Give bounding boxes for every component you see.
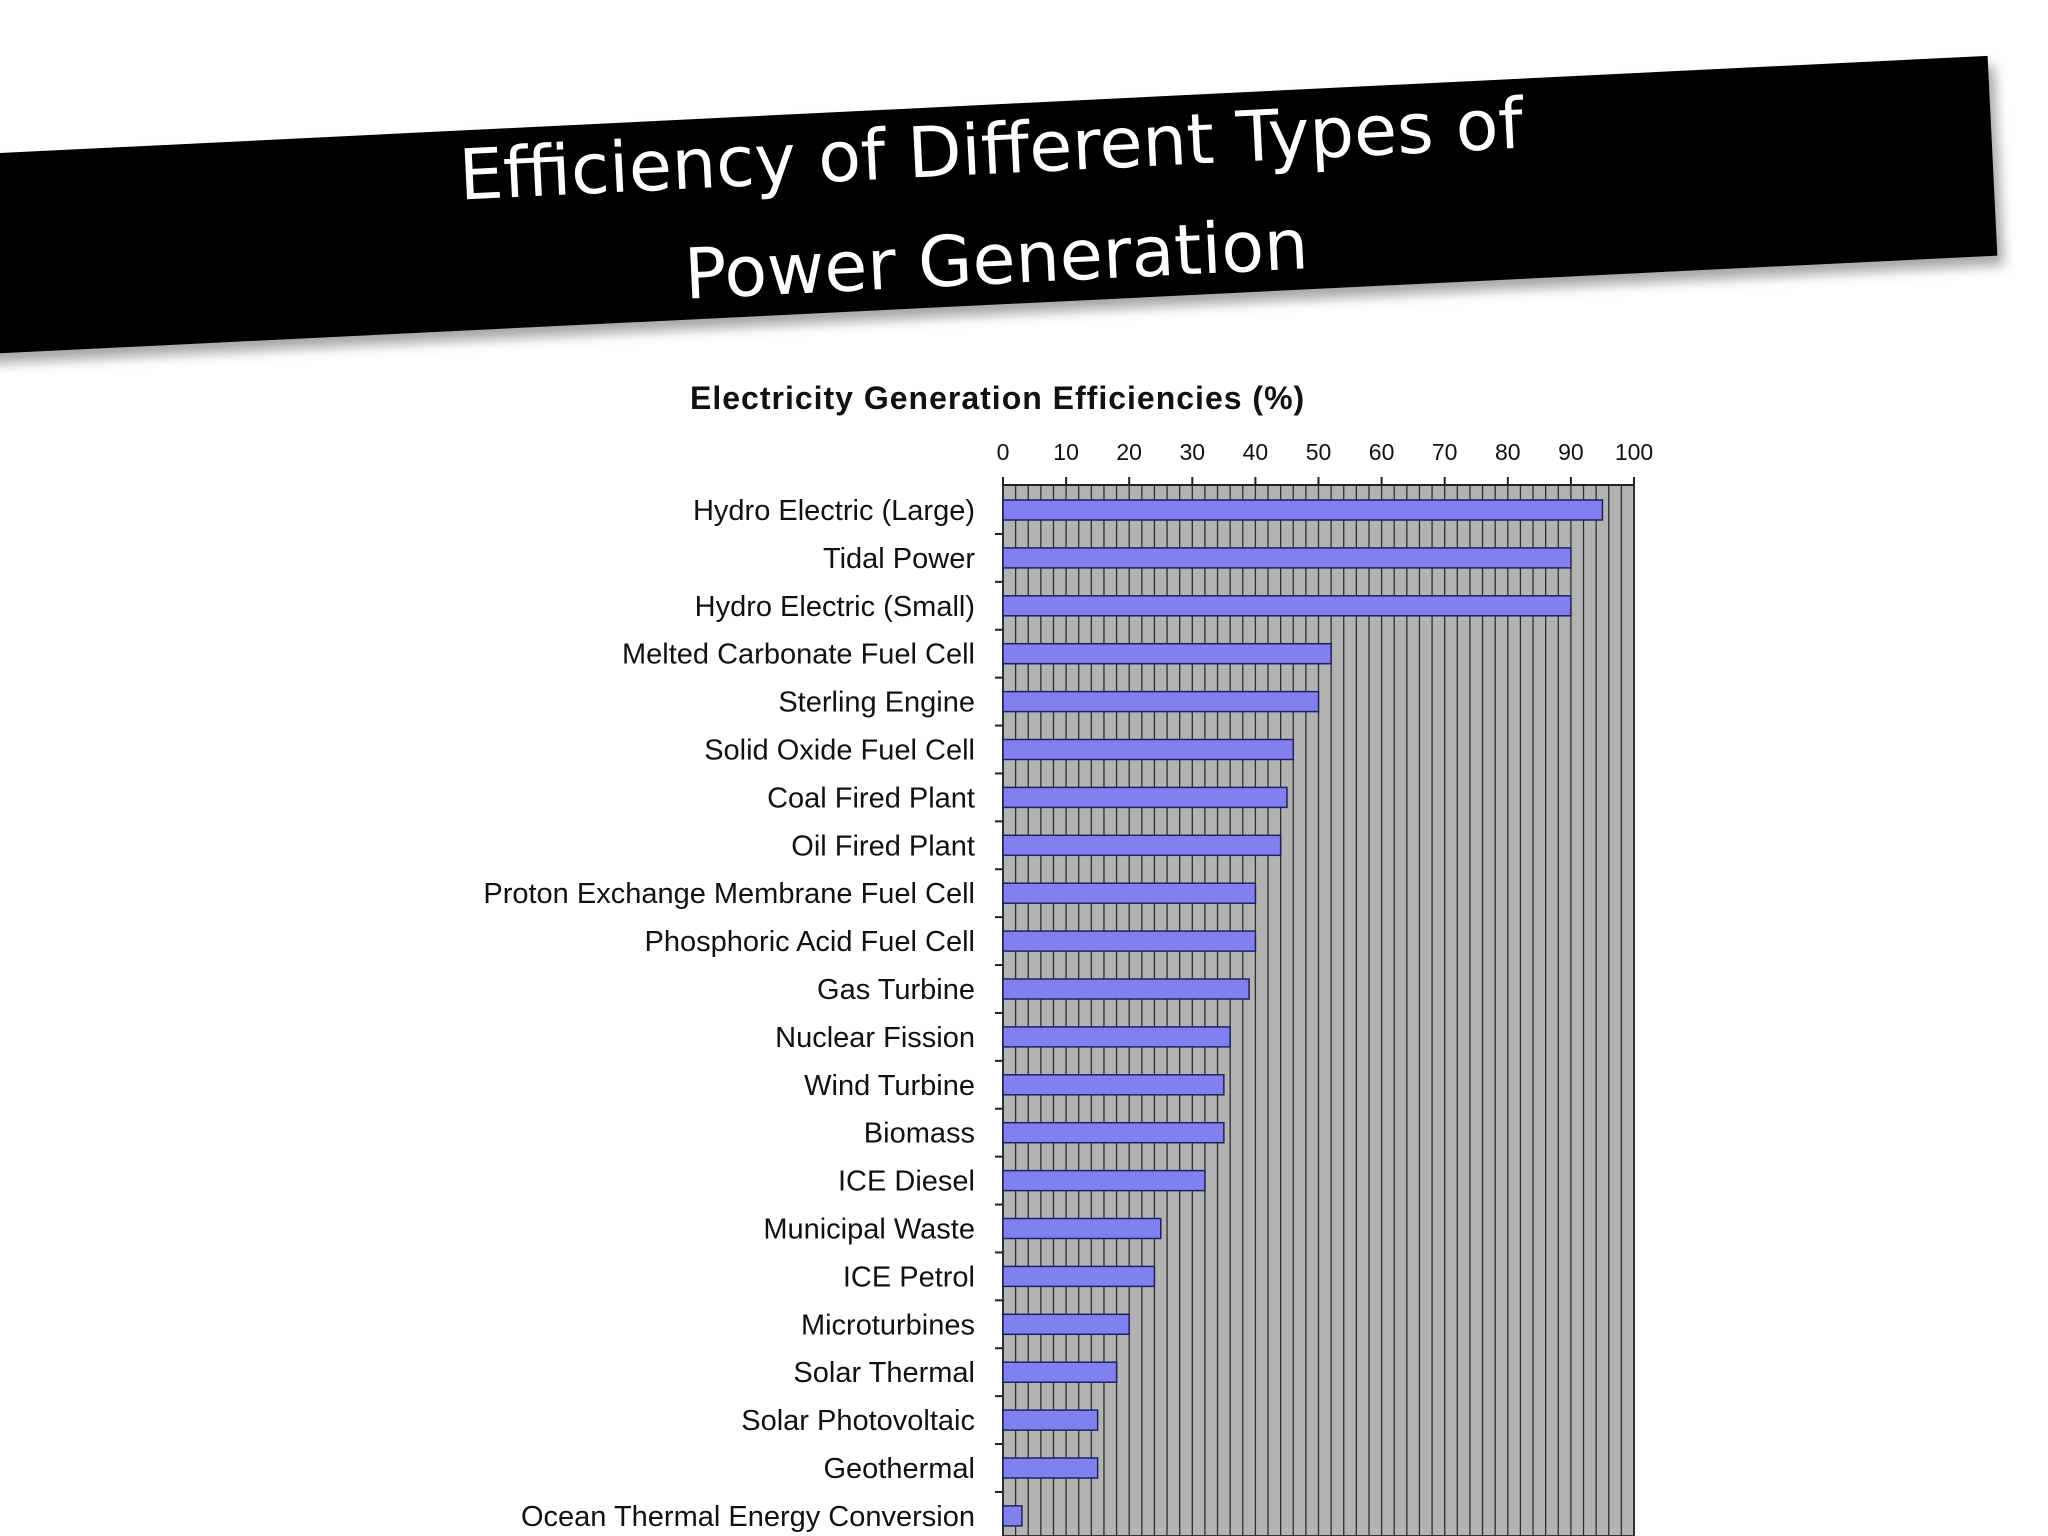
bar	[1002, 1265, 1156, 1288]
x-tick-label: 60	[1369, 439, 1395, 465]
category-label: Wind Turbine	[804, 1070, 975, 1102]
bar	[1002, 642, 1332, 665]
category-label: ICE Diesel	[838, 1166, 975, 1198]
bar	[1002, 499, 1604, 521]
bar	[1002, 1026, 1231, 1048]
bar	[1002, 1409, 1099, 1431]
category-label: ICE Petrol	[843, 1261, 975, 1293]
category-label: Geothermal	[823, 1453, 975, 1485]
x-tick-label: 50	[1306, 439, 1332, 465]
category-label: Microturbines	[801, 1309, 975, 1341]
category-label: Oil Fired Plant	[791, 830, 975, 862]
category-label: Tidal Power	[823, 543, 975, 575]
bar	[1002, 1505, 1023, 1527]
category-label: Hydro Electric (Large)	[693, 495, 975, 527]
category-label: Sterling Engine	[778, 687, 975, 719]
bar	[1002, 1313, 1130, 1336]
x-tick-label: 70	[1432, 439, 1458, 465]
category-label: Solar Thermal	[793, 1357, 975, 1389]
bar	[1002, 786, 1288, 809]
x-tick-label: 90	[1558, 439, 1584, 465]
category-label: Ocean Thermal Energy Conversion	[521, 1501, 975, 1533]
category-label: Hydro Electric (Small)	[695, 591, 975, 623]
category-label: Nuclear Fission	[775, 1022, 975, 1054]
category-label: Phosphoric Acid Fuel Cell	[645, 926, 975, 958]
category-label: Municipal Waste	[763, 1214, 975, 1246]
category-label: Proton Exchange Membrane Fuel Cell	[483, 878, 975, 910]
x-tick-label: 20	[1116, 439, 1142, 465]
bar	[1002, 690, 1320, 713]
bar	[1002, 978, 1250, 1000]
x-tick-label: 0	[997, 439, 1010, 465]
bar	[1002, 547, 1572, 569]
bar	[1002, 882, 1257, 904]
bar	[1002, 930, 1257, 952]
category-label: Coal Fired Plant	[767, 782, 975, 814]
category-label: Biomass	[864, 1118, 975, 1150]
category-label: Melted Carbonate Fuel Cell	[622, 639, 975, 671]
x-tick-label: 80	[1495, 439, 1521, 465]
category-label: Solid Oxide Fuel Cell	[704, 735, 975, 767]
bar	[1002, 1121, 1225, 1144]
x-tick-label: 40	[1243, 439, 1269, 465]
bar	[1002, 1361, 1118, 1383]
x-tick-label: 10	[1053, 439, 1079, 465]
category-label: Gas Turbine	[817, 974, 975, 1006]
chart-title: Electricity Generation Efficiencies (%)	[690, 380, 1306, 416]
bar	[1002, 1169, 1206, 1192]
x-tick-label: 30	[1180, 439, 1206, 465]
bar	[1002, 1217, 1162, 1240]
category-label: Solar Photovoltaic	[741, 1405, 975, 1437]
x-tick-label: 100	[1615, 439, 1653, 465]
bar	[1002, 738, 1295, 761]
bar	[1002, 1074, 1225, 1096]
bar	[1002, 834, 1282, 857]
bar	[1002, 1457, 1099, 1479]
bar	[1002, 595, 1572, 617]
